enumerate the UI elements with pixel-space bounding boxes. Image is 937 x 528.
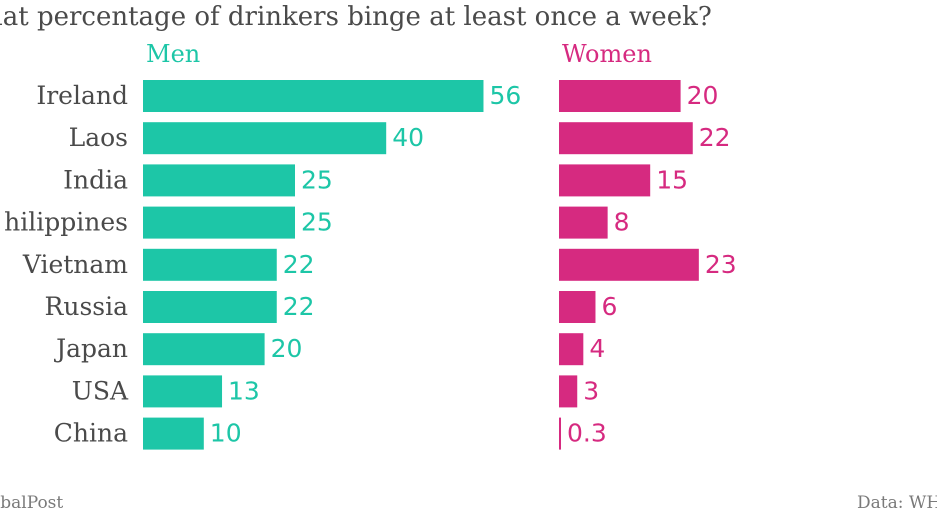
- legend-men: Men: [146, 40, 201, 68]
- women-bar: [559, 333, 584, 366]
- men-value-label: 20: [271, 334, 303, 363]
- category-label: Russia: [45, 292, 129, 321]
- men-value-label: 56: [489, 81, 521, 110]
- category-label: Japan: [53, 334, 128, 363]
- category-label: China: [54, 419, 128, 448]
- legend-women: Women: [562, 40, 652, 68]
- women-value-label: 3: [583, 376, 599, 405]
- women-value-label: 6: [601, 292, 617, 321]
- women-value-label: 15: [656, 165, 688, 194]
- women-value-label: 8: [614, 208, 630, 237]
- women-value-label: 23: [705, 250, 737, 279]
- men-value-label: 13: [228, 376, 260, 405]
- women-bar: [559, 80, 681, 112]
- men-bar: [143, 417, 204, 450]
- women-value-label: 0.3: [567, 419, 607, 448]
- women-bar: [559, 291, 596, 323]
- men-bar: [143, 333, 265, 366]
- women-bar: [559, 417, 561, 450]
- men-bar: [143, 206, 295, 239]
- men-value-label: 10: [210, 419, 242, 448]
- category-label: USA: [72, 376, 129, 405]
- women-value-label: 4: [589, 334, 605, 363]
- women-bar: [559, 122, 693, 155]
- men-bar: [143, 122, 387, 155]
- source-credit: obalPost: [0, 493, 64, 513]
- men-value-label: 22: [283, 292, 315, 321]
- category-label: Vietnam: [22, 250, 128, 279]
- men-bar: [143, 80, 484, 112]
- men-value-label: 25: [301, 208, 333, 237]
- category-label: Ireland: [36, 81, 128, 110]
- men-value-label: 25: [301, 165, 333, 194]
- data-credit: Data: WH: [857, 493, 937, 513]
- women-value-label: 20: [687, 81, 719, 110]
- category-label: Laos: [69, 123, 128, 152]
- women-bar: [559, 164, 651, 197]
- chart-title: hat percentage of drinkers binge at leas…: [0, 2, 712, 32]
- men-bar: [143, 164, 295, 197]
- men-value-label: 40: [392, 123, 424, 152]
- men-value-label: 22: [283, 250, 315, 279]
- category-label: India: [63, 165, 128, 194]
- women-bar: [559, 248, 699, 281]
- category-label: hilippines: [4, 208, 128, 237]
- men-bar: [143, 375, 223, 408]
- men-bar: [143, 248, 277, 281]
- women-bar: [559, 206, 608, 239]
- women-value-label: 22: [699, 123, 731, 152]
- women-bar: [559, 375, 578, 408]
- men-bar: [143, 291, 277, 323]
